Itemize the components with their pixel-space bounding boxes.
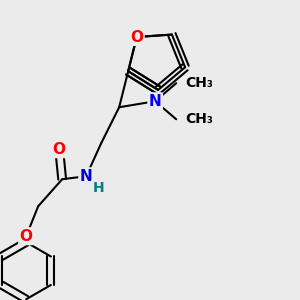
Text: O: O bbox=[130, 29, 143, 44]
Text: CH₃: CH₃ bbox=[185, 112, 213, 126]
Text: O: O bbox=[53, 142, 66, 157]
Text: N: N bbox=[80, 169, 93, 184]
Text: N: N bbox=[149, 94, 162, 109]
Text: CH₃: CH₃ bbox=[185, 76, 213, 90]
Text: H: H bbox=[92, 181, 104, 195]
Text: O: O bbox=[20, 229, 33, 244]
